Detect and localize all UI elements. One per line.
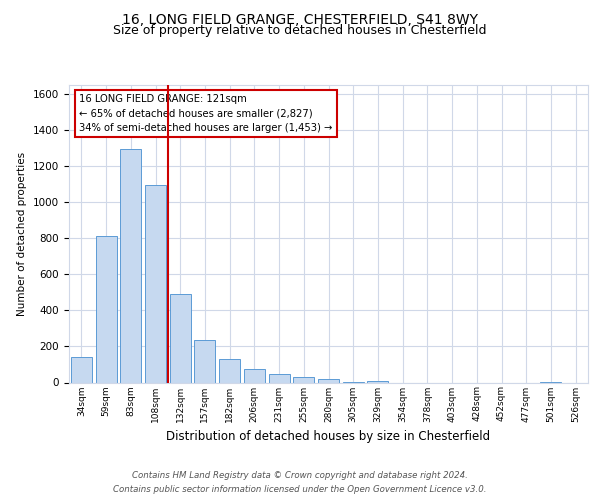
Bar [219, 359, 240, 382]
Bar [120, 149, 141, 382]
Bar [170, 294, 191, 382]
X-axis label: Distribution of detached houses by size in Chesterfield: Distribution of detached houses by size … [166, 430, 491, 443]
Bar [367, 380, 388, 382]
Text: 16, LONG FIELD GRANGE, CHESTERFIELD, S41 8WY: 16, LONG FIELD GRANGE, CHESTERFIELD, S41… [122, 12, 478, 26]
Bar [318, 380, 339, 382]
Bar [95, 236, 116, 382]
Bar [269, 374, 290, 382]
Bar [71, 358, 92, 382]
Bar [194, 340, 215, 382]
Bar [145, 185, 166, 382]
Text: Size of property relative to detached houses in Chesterfield: Size of property relative to detached ho… [113, 24, 487, 37]
Bar [293, 378, 314, 382]
Text: 16 LONG FIELD GRANGE: 121sqm
← 65% of detached houses are smaller (2,827)
34% of: 16 LONG FIELD GRANGE: 121sqm ← 65% of de… [79, 94, 333, 132]
Bar [244, 369, 265, 382]
Y-axis label: Number of detached properties: Number of detached properties [17, 152, 28, 316]
Text: Contains HM Land Registry data © Crown copyright and database right 2024.: Contains HM Land Registry data © Crown c… [132, 472, 468, 480]
Text: Contains public sector information licensed under the Open Government Licence v3: Contains public sector information licen… [113, 484, 487, 494]
